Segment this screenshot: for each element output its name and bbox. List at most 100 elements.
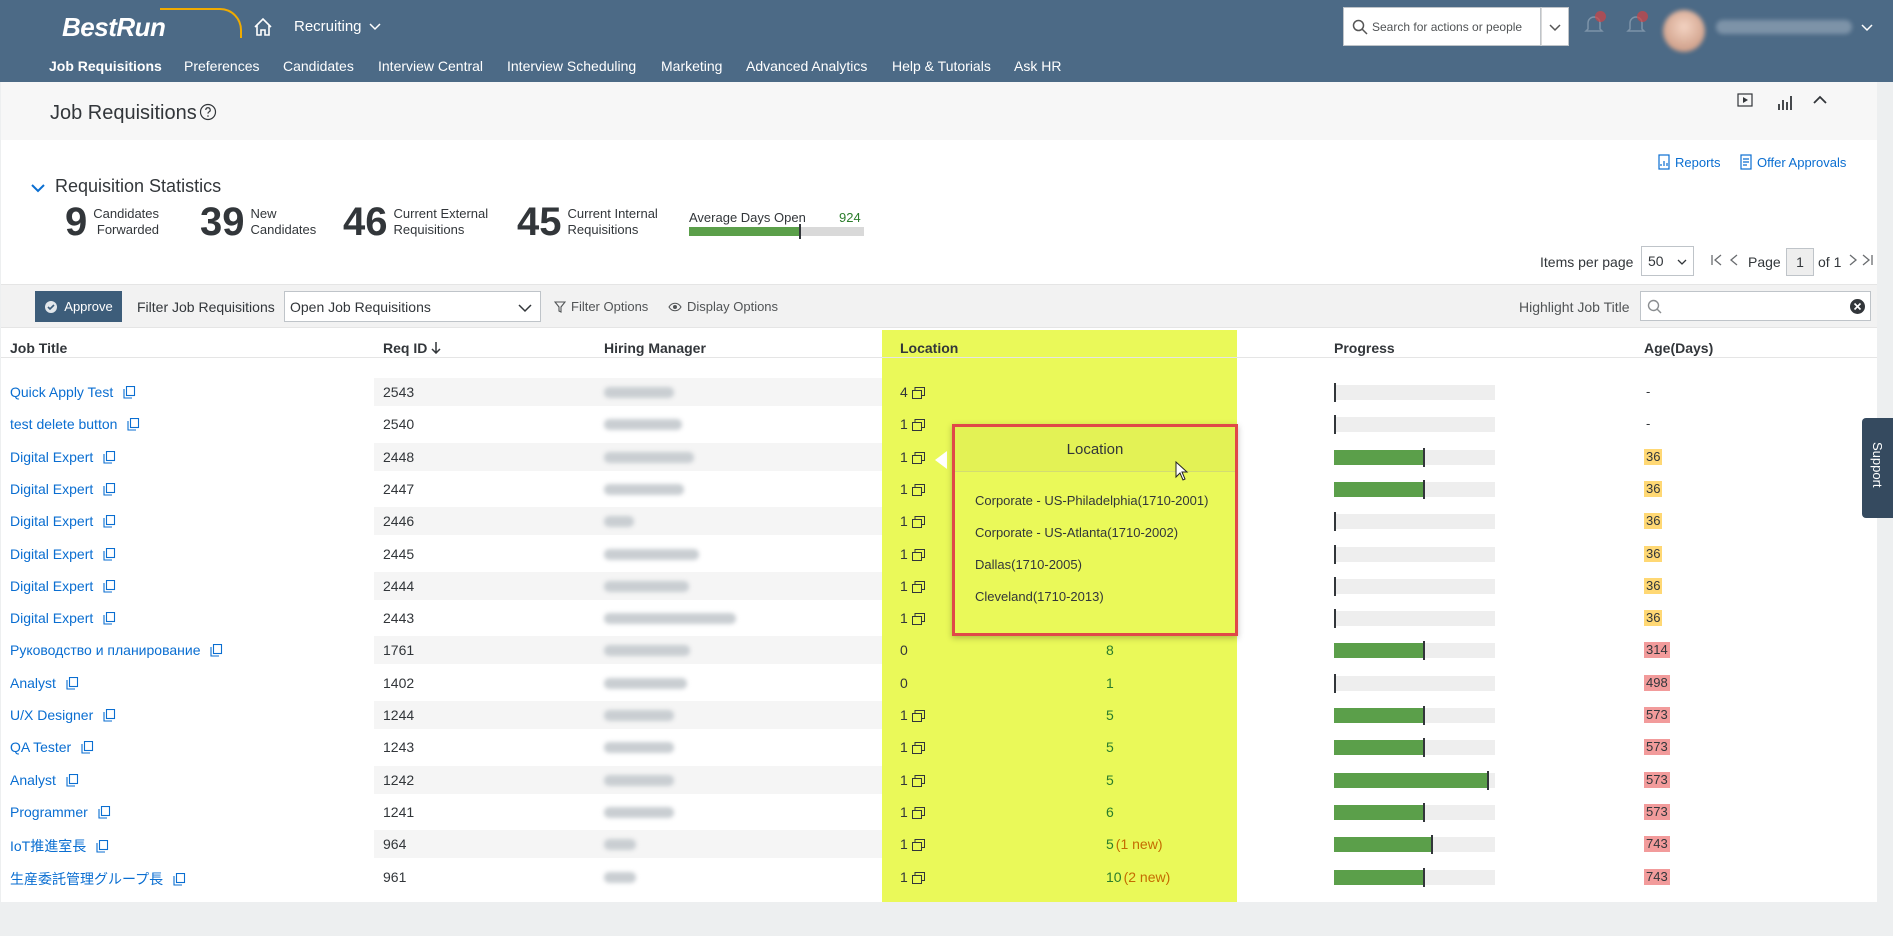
global-search-input[interactable]: Search for actions or people: [1343, 7, 1541, 46]
filter-job-requisitions-select[interactable]: Open Job Requisitions: [284, 291, 541, 322]
table-row[interactable]: Analyst 1242 1 5 573: [1, 764, 1861, 796]
col-header-req-id[interactable]: Req ID: [383, 340, 441, 356]
nav-tab-interview-central[interactable]: Interview Central: [378, 58, 484, 74]
job-title-link[interactable]: Analyst: [10, 675, 79, 691]
bar-chart-icon[interactable]: [1775, 92, 1797, 114]
copy-icon[interactable]: [103, 612, 116, 625]
job-title-link[interactable]: Digital Expert: [10, 546, 116, 562]
location-list-icon[interactable]: [911, 871, 925, 884]
table-row[interactable]: Digital Expert 2447 1 36: [1, 473, 1861, 505]
stat-current-external[interactable]: 46 Current External Requisitions: [343, 202, 488, 242]
location-list-icon[interactable]: [911, 387, 925, 399]
job-title-link[interactable]: IoT推進室長: [10, 836, 109, 856]
col-header-age[interactable]: Age(Days): [1644, 340, 1714, 356]
next-page-icon[interactable]: [1847, 253, 1859, 267]
job-title-link[interactable]: U/X Designer: [10, 707, 116, 723]
highlight-job-title-input[interactable]: [1640, 291, 1871, 321]
nav-tab-ask-hr[interactable]: Ask HR: [1014, 58, 1062, 74]
location-count[interactable]: 1: [900, 449, 925, 465]
job-title-link[interactable]: Руководство и планирование: [10, 642, 223, 658]
stat-current-internal[interactable]: 45 Current Internal Requisitions: [517, 202, 658, 242]
table-row[interactable]: Digital Expert 2445 1 36: [1, 538, 1861, 570]
nav-tab-preferences[interactable]: Preferences: [184, 58, 260, 74]
location-list-icon[interactable]: [911, 806, 925, 819]
location-count[interactable]: 1: [900, 869, 925, 885]
page-number-input[interactable]: 1: [1786, 248, 1814, 276]
location-list-icon[interactable]: [911, 419, 925, 432]
alerts-icon[interactable]: [1626, 11, 1648, 36]
copy-icon[interactable]: [127, 418, 140, 431]
location-list-icon[interactable]: [911, 742, 925, 755]
table-row[interactable]: Analyst 1402 0 1 498: [1, 667, 1861, 699]
copy-icon[interactable]: [103, 708, 116, 722]
copy-icon[interactable]: [66, 773, 79, 787]
items-per-page-select[interactable]: 50: [1641, 246, 1694, 276]
table-row[interactable]: 生産委託管理グループ長 961 1 10 (2 new) 743: [1, 861, 1861, 893]
location-count[interactable]: 1: [900, 707, 925, 723]
copy-icon[interactable]: [210, 644, 223, 657]
chevron-down-icon[interactable]: [1860, 20, 1874, 34]
job-title-link[interactable]: Digital Expert: [10, 481, 116, 497]
col-header-job-title[interactable]: Job Title: [10, 340, 68, 356]
candidate-count[interactable]: 5 (1 new): [1106, 836, 1163, 853]
location-count[interactable]: 1: [900, 481, 925, 497]
job-title-link[interactable]: QA Tester: [10, 739, 94, 755]
copy-icon[interactable]: [173, 872, 186, 886]
copy-icon[interactable]: [123, 385, 136, 399]
table-row[interactable]: Programmer 1241 1 6 573: [1, 796, 1861, 828]
nav-tab-marketing[interactable]: Marketing: [661, 58, 723, 74]
notifications-icon[interactable]: [1584, 11, 1606, 36]
filter-options-button[interactable]: Filter Options: [553, 299, 648, 314]
location-list-icon[interactable]: [911, 548, 925, 561]
home-icon[interactable]: [252, 16, 274, 38]
location-list-icon[interactable]: [911, 580, 925, 593]
search-scope-dropdown[interactable]: [1541, 7, 1569, 46]
table-row[interactable]: Digital Expert 2448 1 36: [1, 441, 1861, 473]
nav-tab-candidates[interactable]: Candidates: [283, 58, 354, 74]
previous-page-icon[interactable]: [1728, 253, 1740, 267]
location-list-icon[interactable]: [911, 516, 925, 529]
clear-icon[interactable]: [1849, 298, 1866, 315]
nav-tab-help-tutorials[interactable]: Help & Tutorials: [892, 58, 991, 74]
help-icon[interactable]: [199, 103, 217, 121]
location-list-icon[interactable]: [911, 483, 925, 496]
copy-icon[interactable]: [96, 840, 109, 853]
play-icon[interactable]: [1735, 90, 1757, 112]
location-count[interactable]: 0: [900, 674, 908, 691]
copy-icon[interactable]: [103, 547, 116, 561]
copy-icon[interactable]: [103, 579, 116, 593]
table-row[interactable]: Quick Apply Test 2543 4 -: [1, 376, 1861, 408]
candidate-count[interactable]: 5: [1106, 707, 1114, 723]
table-row[interactable]: U/X Designer 1244 1 5 573: [1, 699, 1861, 731]
copy-icon[interactable]: [66, 676, 79, 690]
app-title[interactable]: Recruiting: [294, 18, 362, 35]
user-name-redacted[interactable]: [1716, 20, 1852, 34]
table-row[interactable]: Digital Expert 2446 1 36: [1, 505, 1861, 537]
nav-tab-advanced-analytics[interactable]: Advanced Analytics: [746, 58, 868, 74]
table-row[interactable]: Руководство и планирование 1761 0 8 314: [1, 634, 1861, 666]
candidate-count[interactable]: 6: [1106, 803, 1114, 820]
candidate-count[interactable]: 5: [1106, 739, 1114, 756]
candidate-count[interactable]: 5: [1106, 771, 1114, 788]
location-count[interactable]: 1: [900, 546, 925, 562]
stat-candidates-forwarded[interactable]: 9 Candidates Forwarded: [65, 202, 159, 242]
last-page-icon[interactable]: [1860, 253, 1874, 267]
support-tab[interactable]: Support: [1862, 418, 1893, 518]
candidate-count[interactable]: 10 (2 new): [1106, 868, 1171, 885]
table-row[interactable]: QA Tester 1243 1 5 573: [1, 731, 1861, 763]
location-count[interactable]: 1: [900, 836, 925, 852]
job-title-link[interactable]: Quick Apply Test: [10, 384, 136, 400]
location-count[interactable]: 1: [900, 739, 925, 755]
nav-tab-job-requisitions[interactable]: Job Requisitions: [49, 58, 162, 74]
display-options-button[interactable]: Display Options: [668, 299, 778, 314]
col-header-location[interactable]: Location: [900, 340, 959, 356]
job-title-link[interactable]: 生産委託管理グループ長: [10, 869, 186, 889]
location-list-icon[interactable]: [911, 774, 925, 787]
location-count[interactable]: 1: [900, 610, 925, 626]
location-list-icon[interactable]: [911, 451, 925, 464]
copy-icon[interactable]: [103, 482, 116, 496]
job-title-link[interactable]: Digital Expert: [10, 513, 116, 529]
copy-icon[interactable]: [81, 741, 94, 754]
